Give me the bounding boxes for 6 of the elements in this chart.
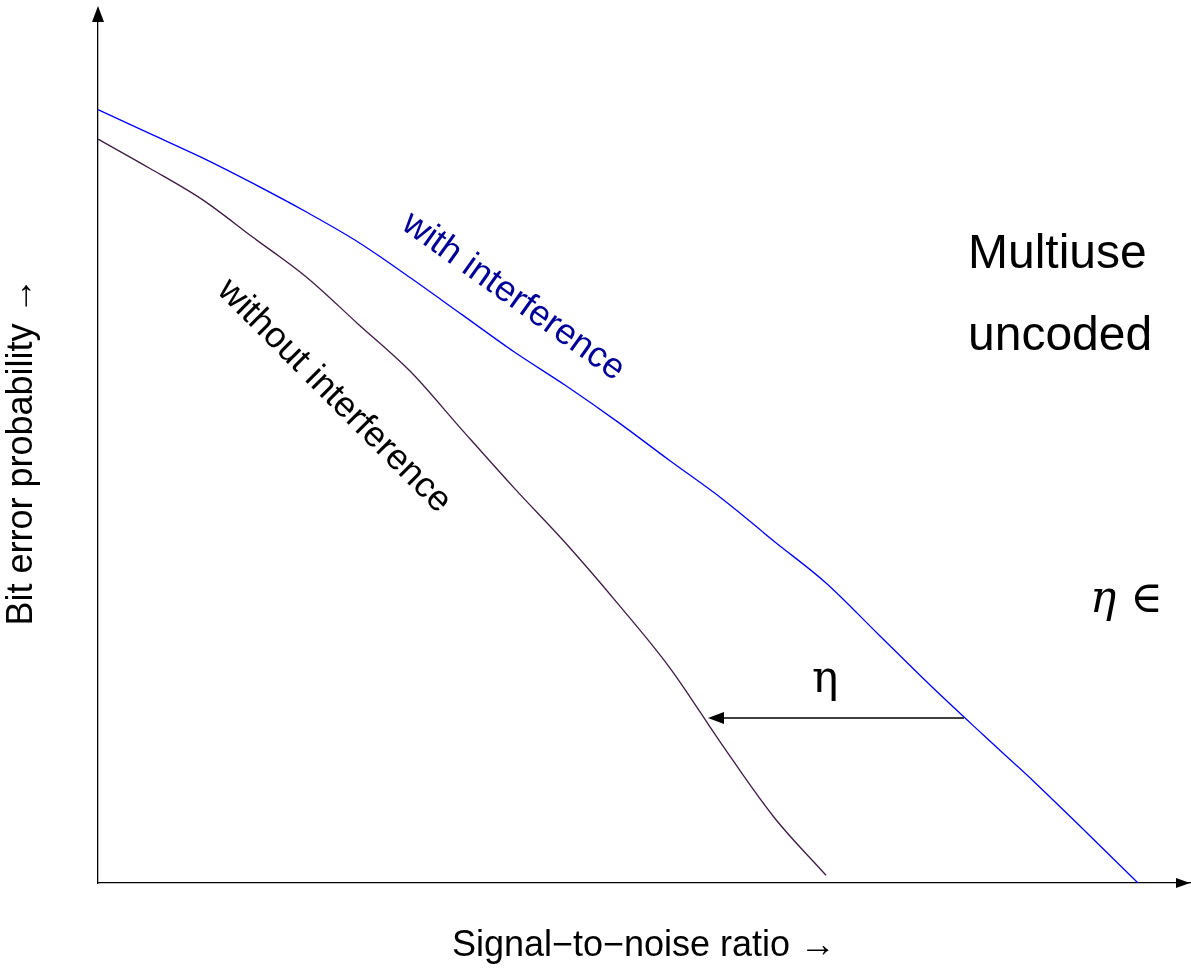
x-axis-title: Signal−to−noise ratio → [451,923,837,965]
annotation: η [812,651,839,702]
annotation: η ∈ [1090,571,1163,622]
y-axis-title: Bit error probability → [0,277,40,626]
annotation: uncoded [968,307,1153,360]
annotation: Multiuse [968,225,1147,278]
